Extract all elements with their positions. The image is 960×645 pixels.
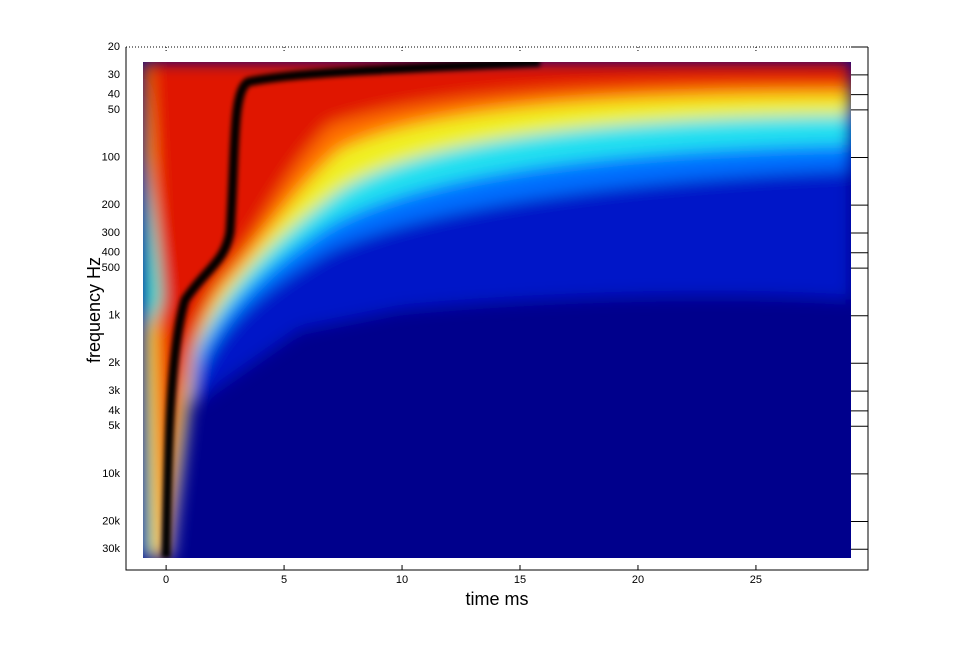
y-tick-label: 400 [102, 247, 120, 259]
x-tick-label: 20 [632, 574, 644, 586]
y-tick-label: 5k [108, 420, 120, 432]
x-axis-label: time ms [466, 589, 529, 609]
y-tick-label: 200 [102, 199, 120, 211]
y-tick-label: 300 [102, 227, 120, 239]
y-tick-label: 2k [108, 357, 120, 369]
y-tick-label: 100 [102, 151, 120, 163]
y-tick-label: 30k [102, 543, 120, 555]
y-tick-label: 20 [108, 41, 120, 53]
x-tick-label: 0 [163, 574, 169, 586]
y-tick-label: 10k [102, 468, 120, 480]
y-axis-label: frequency Hz [84, 257, 104, 363]
y-tick-label: 1k [108, 310, 120, 322]
axes-frame [125, 47, 869, 571]
y-tick-label: 500 [102, 262, 120, 274]
y-tick-label: 3k [108, 385, 120, 397]
x-tick-label: 5 [281, 574, 287, 586]
y-tick-label: 50 [108, 104, 120, 116]
y-tick-label: 20k [102, 515, 120, 527]
y-tick-label: 40 [108, 89, 120, 101]
x-tick-label: 25 [750, 574, 762, 586]
spectrogram-image [143, 62, 851, 558]
x-tick-label: 10 [396, 574, 408, 586]
x-tick-label: 15 [514, 574, 526, 586]
y-tick-label: 4k [108, 405, 120, 417]
y-tick-label: 30 [108, 69, 120, 81]
